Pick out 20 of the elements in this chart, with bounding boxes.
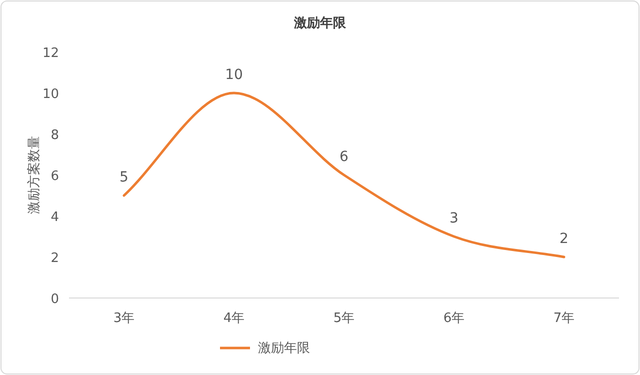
ytick: 0 xyxy=(50,292,59,307)
legend-label: 激励年限 xyxy=(258,341,310,356)
xtick: 6年 xyxy=(443,311,465,326)
data-label: 3 xyxy=(450,210,458,226)
title: 激励年限 xyxy=(294,16,346,31)
ytick: 12 xyxy=(42,46,59,61)
xtick: 7年 xyxy=(553,311,575,326)
xtick: 5年 xyxy=(333,311,355,326)
ytick: 10 xyxy=(42,87,59,102)
xtick: 4年 xyxy=(223,311,245,326)
ytick: 8 xyxy=(50,128,59,143)
ytick: 2 xyxy=(50,251,59,266)
ytick: 4 xyxy=(50,210,59,225)
ylabel: 激励方案数量 xyxy=(27,136,42,214)
xtick: 3年 xyxy=(113,311,135,326)
data-label: 5 xyxy=(120,170,128,186)
data-label: 2 xyxy=(560,231,568,247)
data-label: 10 xyxy=(225,67,243,83)
ytick: 6 xyxy=(50,169,59,184)
data-label: 6 xyxy=(340,149,348,165)
